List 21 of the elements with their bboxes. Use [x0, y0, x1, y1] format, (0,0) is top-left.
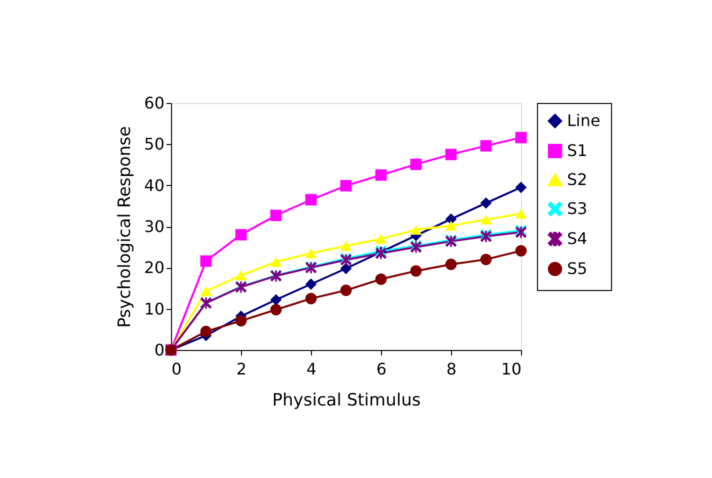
x-tick-label: 0 — [172, 360, 182, 378]
x-tick-label: 4 — [306, 360, 317, 378]
legend-label: S3 — [567, 199, 588, 218]
legend-label: S1 — [567, 141, 588, 160]
x-tick-label: 6 — [376, 360, 387, 378]
y-tick-label: 50 — [144, 134, 164, 154]
y-tick-label: 60 — [144, 94, 164, 112]
y-axis-title: Psychological Response — [115, 126, 136, 328]
x-tick-label: 2 — [236, 360, 247, 378]
legend-label: S5 — [567, 259, 588, 278]
y-tick-label: 10 — [144, 299, 164, 318]
x-axis-title: Physical Stimulus — [272, 390, 421, 410]
y-tick-label: 20 — [144, 258, 164, 278]
legend-label: S2 — [567, 170, 588, 189]
legend-label: S4 — [567, 229, 588, 248]
y-tick-label: 40 — [144, 176, 164, 195]
legend-label: Line — [567, 111, 600, 130]
x-tick-label: 10 — [501, 360, 522, 378]
y-tick-label: 0 — [154, 340, 164, 360]
y-tick-label: 30 — [144, 217, 164, 236]
x-tick-label: 8 — [446, 360, 457, 378]
